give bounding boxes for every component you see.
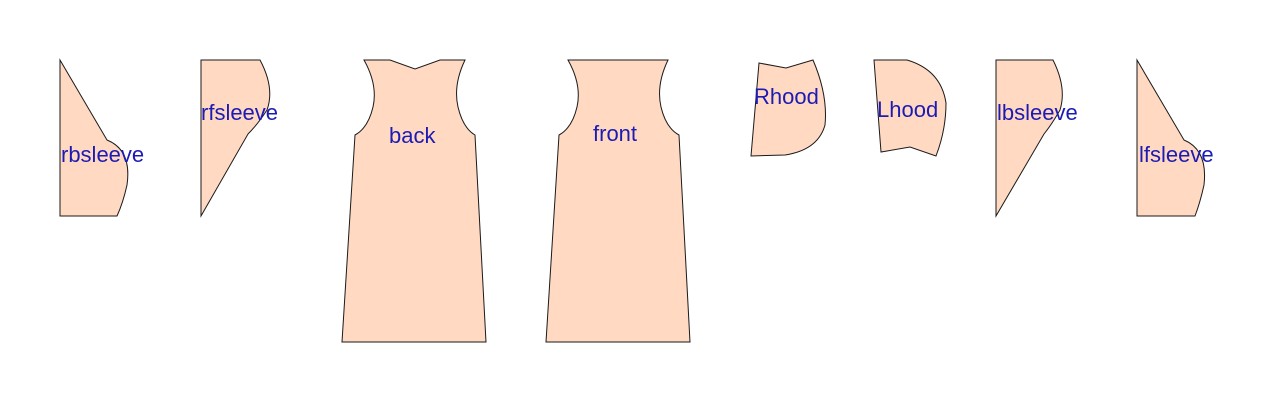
rbsleeve-label: rbsleeve: [61, 142, 144, 167]
rhood-label: Rhood: [754, 84, 819, 109]
pattern-piece-rhood[interactable]: Rhood: [750, 59, 826, 157]
rfsleeve-label: rfsleeve: [201, 100, 278, 125]
front-shape: [545, 59, 691, 343]
pattern-piece-lhood[interactable]: Lhood: [873, 59, 947, 157]
front-label: front: [593, 121, 637, 146]
lbsleeve-label: lbsleeve: [997, 100, 1078, 125]
rfsleeve-shape: [200, 59, 271, 218]
lhood-shape: [873, 59, 947, 157]
pattern-piece-rfsleeve[interactable]: rfsleeve: [200, 59, 278, 218]
pattern-piece-lbsleeve[interactable]: lbsleeve: [995, 59, 1078, 218]
rhood-shape: [750, 59, 826, 157]
back-shape: [341, 59, 487, 343]
rbsleeve-shape: [59, 58, 129, 217]
lfsleeve-shape: [1136, 58, 1206, 217]
back-label: back: [389, 123, 436, 148]
pattern-piece-front[interactable]: front: [545, 59, 691, 343]
pattern-piece-lfsleeve[interactable]: lfsleeve: [1136, 58, 1214, 217]
lbsleeve-shape: [995, 59, 1063, 218]
pattern-piece-back[interactable]: back: [341, 59, 487, 343]
lhood-label: Lhood: [877, 97, 938, 122]
lfsleeve-label: lfsleeve: [1139, 142, 1214, 167]
pattern-piece-rbsleeve[interactable]: rbsleeve: [59, 58, 144, 217]
